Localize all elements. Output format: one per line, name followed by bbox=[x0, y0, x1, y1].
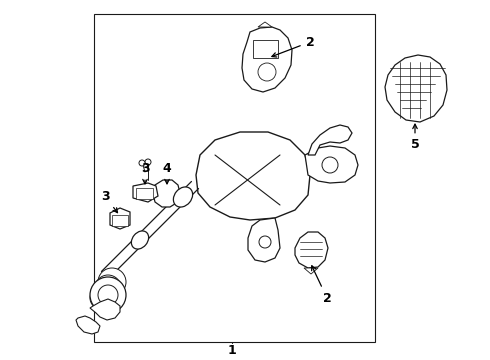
Circle shape bbox=[98, 285, 118, 305]
Polygon shape bbox=[76, 316, 100, 334]
Polygon shape bbox=[110, 208, 130, 229]
Circle shape bbox=[258, 63, 276, 81]
Polygon shape bbox=[385, 55, 447, 122]
Text: 2: 2 bbox=[272, 36, 315, 57]
Circle shape bbox=[95, 275, 121, 301]
Text: 3: 3 bbox=[141, 162, 149, 184]
Circle shape bbox=[92, 281, 116, 305]
Ellipse shape bbox=[173, 187, 193, 207]
Circle shape bbox=[145, 159, 151, 165]
Polygon shape bbox=[248, 218, 280, 262]
Polygon shape bbox=[153, 180, 180, 207]
Polygon shape bbox=[305, 146, 358, 183]
Circle shape bbox=[259, 236, 271, 248]
Polygon shape bbox=[258, 22, 272, 27]
Text: 5: 5 bbox=[411, 124, 419, 152]
Polygon shape bbox=[308, 125, 352, 155]
Ellipse shape bbox=[131, 231, 148, 249]
Polygon shape bbox=[253, 40, 278, 58]
Circle shape bbox=[139, 160, 145, 166]
Polygon shape bbox=[242, 27, 292, 92]
Circle shape bbox=[98, 268, 126, 296]
Text: 3: 3 bbox=[100, 189, 118, 213]
Circle shape bbox=[90, 287, 112, 309]
Polygon shape bbox=[112, 215, 128, 226]
Polygon shape bbox=[94, 14, 375, 342]
Polygon shape bbox=[196, 132, 310, 220]
Text: 1: 1 bbox=[228, 345, 236, 357]
Circle shape bbox=[322, 157, 338, 173]
Polygon shape bbox=[133, 183, 158, 202]
Text: 4: 4 bbox=[163, 162, 172, 184]
Polygon shape bbox=[136, 188, 153, 199]
Polygon shape bbox=[304, 268, 318, 274]
Circle shape bbox=[90, 277, 126, 313]
Polygon shape bbox=[90, 299, 120, 320]
Polygon shape bbox=[295, 232, 328, 268]
Text: 2: 2 bbox=[312, 266, 331, 305]
